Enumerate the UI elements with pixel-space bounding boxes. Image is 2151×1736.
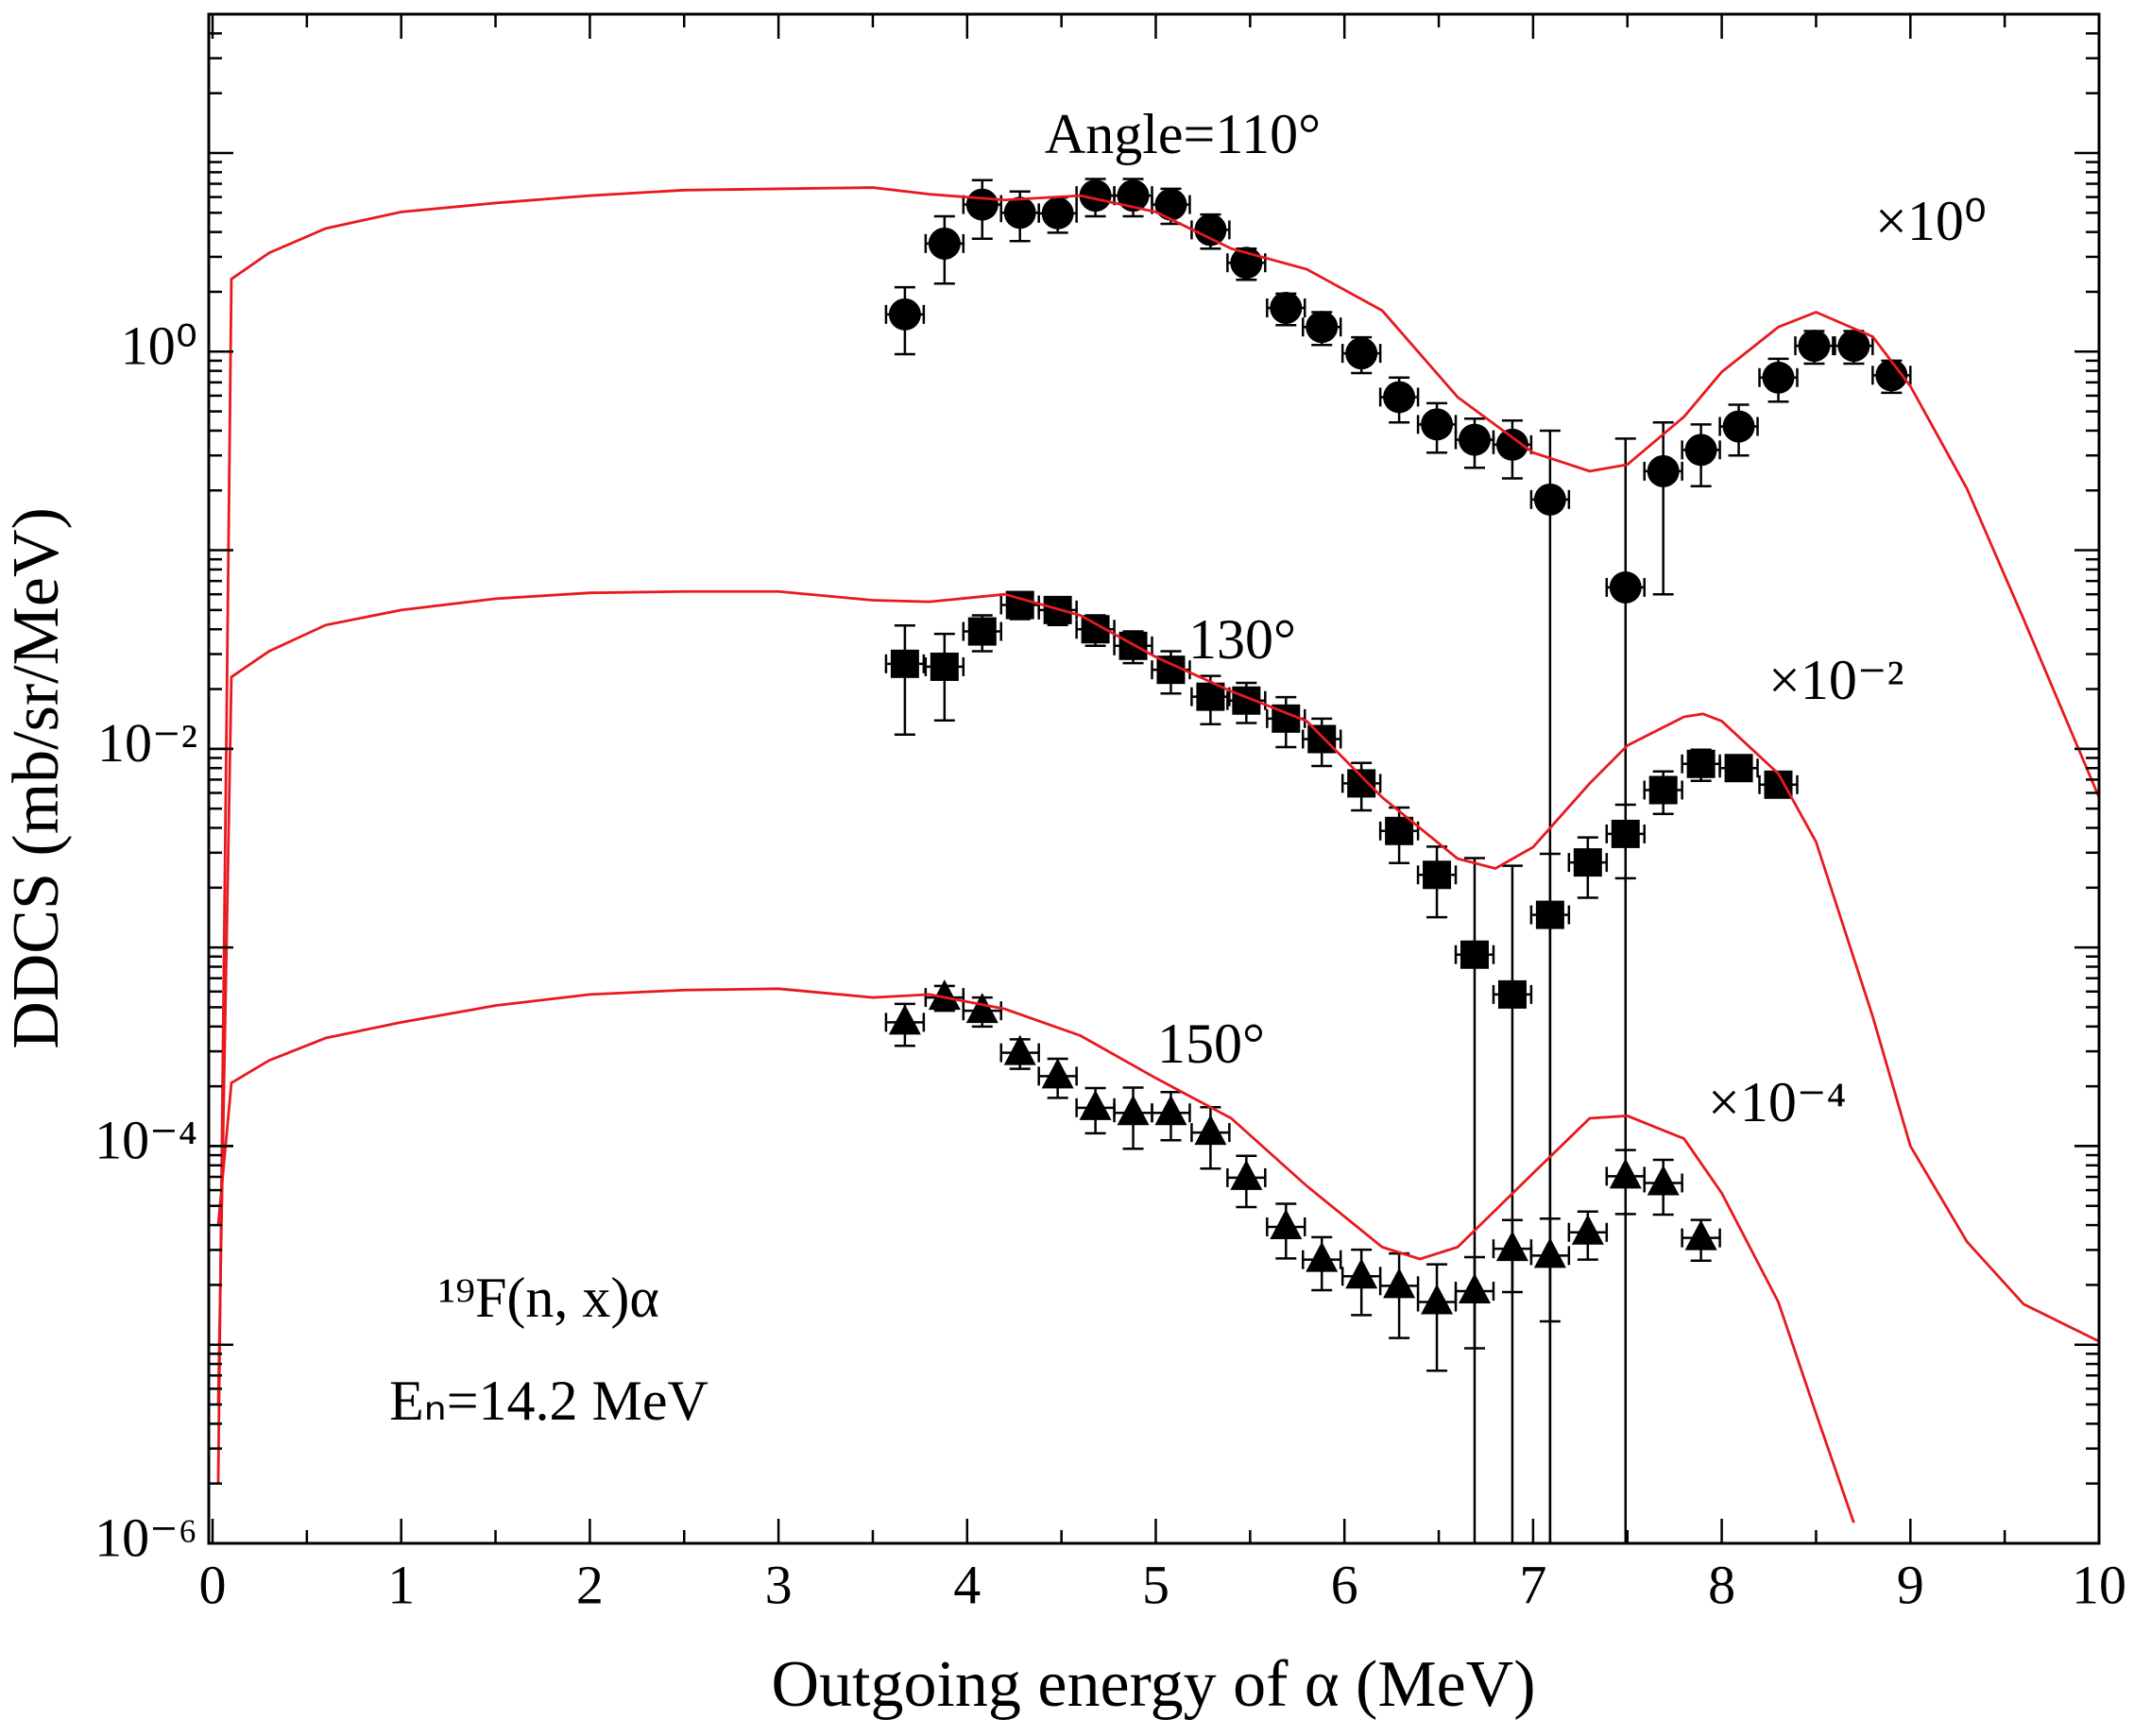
x-tick-label: 6 — [1331, 1554, 1358, 1615]
data-point — [1041, 1058, 1074, 1089]
y-tick-label: 10⁻⁶ — [94, 1506, 197, 1568]
y-axis-label: DDCS (mb/sr/MeV) — [0, 507, 73, 1049]
data-point — [1722, 410, 1755, 443]
data-point — [1798, 330, 1831, 363]
y-tick-label: 10⁻² — [97, 712, 197, 774]
data-point — [1079, 1089, 1112, 1120]
data-point — [1686, 749, 1716, 778]
data-point — [1573, 848, 1602, 877]
x-tick-label: 5 — [1142, 1554, 1169, 1615]
data-point — [1724, 754, 1753, 783]
model-curve — [216, 186, 2099, 1484]
data-point — [1003, 196, 1036, 230]
x-tick-label: 7 — [1519, 1554, 1546, 1615]
data-point — [1458, 423, 1491, 456]
data-point — [928, 979, 961, 1011]
x-tick-label: 1 — [387, 1554, 415, 1615]
data-point — [1270, 1208, 1303, 1239]
data-point — [888, 298, 921, 331]
data-point — [1270, 291, 1303, 324]
data-point — [1648, 775, 1678, 805]
data-point — [967, 617, 997, 646]
data-point — [1423, 860, 1452, 890]
data-point — [1194, 1115, 1227, 1146]
annotation: 130° — [1188, 608, 1296, 671]
data-point — [1003, 1034, 1036, 1065]
x-tick-label: 3 — [765, 1554, 793, 1615]
data-point — [1421, 408, 1454, 441]
annotation: Angle=110° — [1045, 103, 1321, 165]
data-point — [1647, 454, 1680, 487]
data-point — [1117, 1095, 1150, 1126]
data-point — [1383, 1268, 1416, 1299]
annotation: ×10⁰ — [1875, 190, 1987, 252]
data-point — [1647, 1165, 1680, 1196]
data-point — [1041, 196, 1074, 230]
annotation: 150° — [1157, 1013, 1265, 1075]
data-point — [1609, 570, 1642, 604]
data-point — [930, 652, 959, 681]
data-point — [1154, 1095, 1187, 1126]
data-point — [1762, 361, 1795, 394]
data-point — [1194, 213, 1227, 247]
data-point — [1495, 428, 1528, 461]
data-point — [1460, 940, 1489, 969]
data-point — [1307, 724, 1337, 754]
data-point — [1230, 1159, 1263, 1190]
data-point — [1875, 359, 1908, 392]
data-point — [1383, 381, 1416, 414]
data-point — [1684, 1219, 1717, 1251]
annotation: ×10⁻⁴ — [1708, 1071, 1846, 1133]
x-tick-label: 9 — [1897, 1554, 1924, 1615]
data-point — [1535, 900, 1564, 929]
model-curve — [216, 987, 1855, 1523]
model-curve — [216, 589, 2099, 1405]
data-point — [890, 649, 919, 678]
x-tick-label: 4 — [953, 1554, 981, 1615]
data-point — [1684, 434, 1717, 467]
data-point — [1421, 1284, 1454, 1315]
data-point — [1154, 188, 1187, 221]
data-point — [1611, 819, 1640, 848]
data-point — [888, 1004, 921, 1035]
annotation: ×10⁻² — [1768, 649, 1904, 711]
data-point — [1497, 979, 1527, 1009]
x-tick-label: 2 — [576, 1554, 604, 1615]
data-point — [928, 227, 961, 260]
data-point — [1345, 1258, 1378, 1289]
x-tick-label: 0 — [198, 1554, 226, 1615]
data-point — [1306, 1241, 1339, 1272]
data-point — [1079, 179, 1112, 213]
data-point — [1533, 483, 1566, 516]
x-tick-label: 8 — [1708, 1554, 1735, 1615]
annotation: ¹⁹F(n, x)α — [438, 1267, 659, 1329]
data-point — [1117, 179, 1150, 213]
y-tick-label: 10⁻⁴ — [94, 1110, 197, 1171]
data-point — [1533, 1237, 1566, 1268]
data-point — [1306, 311, 1339, 344]
y-tick-label: 10⁰ — [121, 315, 197, 377]
data-point — [1347, 769, 1376, 798]
data-point — [1495, 1231, 1528, 1262]
annotation: Eₙ=14.2 MeV — [389, 1370, 708, 1432]
data-point — [1385, 816, 1414, 845]
data-point — [965, 188, 999, 221]
plot-area — [216, 178, 2099, 1543]
data-point — [1458, 1273, 1491, 1304]
data-point — [1345, 337, 1378, 370]
data-point — [1837, 330, 1870, 363]
data-point — [1571, 1214, 1604, 1245]
x-axis-label: Outgoing energy of α (MeV) — [771, 1648, 1535, 1721]
data-point — [1609, 1158, 1642, 1189]
data-point — [965, 993, 999, 1024]
x-tick-label: 10 — [2072, 1554, 2126, 1615]
